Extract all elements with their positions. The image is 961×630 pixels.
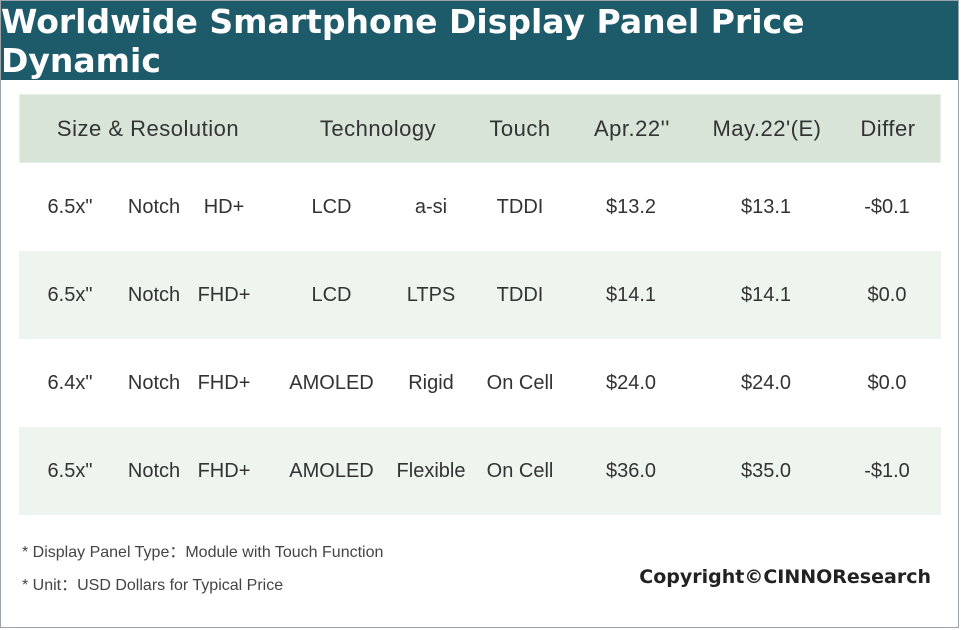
cell-apr: $13.2 — [605, 195, 657, 218]
cell-shape: Notch — [127, 459, 181, 482]
cell-diff: -$1.0 — [864, 459, 910, 482]
cell-res: FHD+ — [197, 283, 251, 306]
copyright-text: Copyright©CINNOResearch — [639, 566, 931, 588]
table-row: 6.4x" Notch FHD+ AMOLED Rigid On Cell $24.0 $24… — [19, 339, 941, 427]
cell-touch: On Cell — [486, 459, 554, 482]
cell-res: FHD+ — [197, 371, 251, 394]
header-technology: Technology — [319, 115, 437, 141]
cell-sub: a-si — [414, 195, 448, 218]
cell-res: FHD+ — [197, 459, 251, 482]
table-row: 6.5x" Notch FHD+ LCD LTPS TDDI $14.1 $14.1 $0.0 — [19, 251, 941, 339]
cell-may: $14.1 — [740, 283, 792, 306]
cell-shape: Notch — [127, 371, 181, 394]
footnote-panel-type: * Display Panel Type：Module with Touch F… — [22, 544, 384, 561]
cell-touch: On Cell — [486, 371, 554, 394]
cell-may: $35.0 — [740, 459, 792, 482]
cell-apr: $14.1 — [605, 283, 657, 306]
header-touch: Touch — [489, 115, 551, 141]
cell-touch: TDDI — [496, 195, 544, 218]
footnote-unit: * Unit：USD Dollars for Typical Price — [22, 577, 284, 594]
price-table: Size & Resolution Technology Touch Apr.2… — [19, 94, 941, 515]
cell-res: HD+ — [203, 195, 245, 218]
cell-size: 6.5x" — [47, 195, 93, 218]
cell-sub: LTPS — [406, 283, 456, 306]
cell-touch: TDDI — [496, 283, 544, 306]
cell-tech: AMOLED — [289, 459, 374, 482]
cell-tech: AMOLED — [289, 371, 374, 394]
cell-sub: Flexible — [396, 459, 466, 482]
header-differ: Differ — [860, 115, 916, 141]
cell-diff: $0.0 — [867, 283, 907, 306]
table-header-row: Size & Resolution Technology Touch Apr.2… — [19, 94, 941, 163]
header-size-resolution: Size & Resolution — [56, 115, 240, 141]
cell-tech: LCD — [311, 283, 352, 306]
cell-shape: Notch — [127, 195, 181, 218]
cell-shape: Notch — [127, 283, 181, 306]
cell-may: $24.0 — [740, 371, 792, 394]
cell-apr: $24.0 — [605, 371, 657, 394]
table-row: 6.5x" Notch HD+ LCD a-si TDDI $13.2 $13.1 -$0.1 — [19, 163, 941, 251]
cell-tech: LCD — [311, 195, 352, 218]
cell-may: $13.1 — [740, 195, 792, 218]
header-apr: Apr.22'' — [593, 115, 670, 141]
chart-title: Worldwide Smartphone Display Panel Price… — [1, 1, 805, 80]
cell-size: 6.5x" — [47, 283, 93, 306]
cell-sub: Rigid — [408, 371, 454, 394]
cell-size: 6.4x" — [47, 371, 93, 394]
cell-diff: $0.0 — [867, 371, 907, 394]
header-may: May.22'(E) — [712, 115, 822, 141]
title-bar: Worldwide Smartphone Display Panel Price… — [1, 1, 958, 80]
cell-size: 6.5x" — [47, 459, 93, 482]
cell-apr: $36.0 — [605, 459, 657, 482]
table-row: 6.5x" Notch FHD+ AMOLED Flexible On Cell $36.0… — [19, 427, 941, 515]
cell-diff: -$0.1 — [864, 195, 910, 218]
